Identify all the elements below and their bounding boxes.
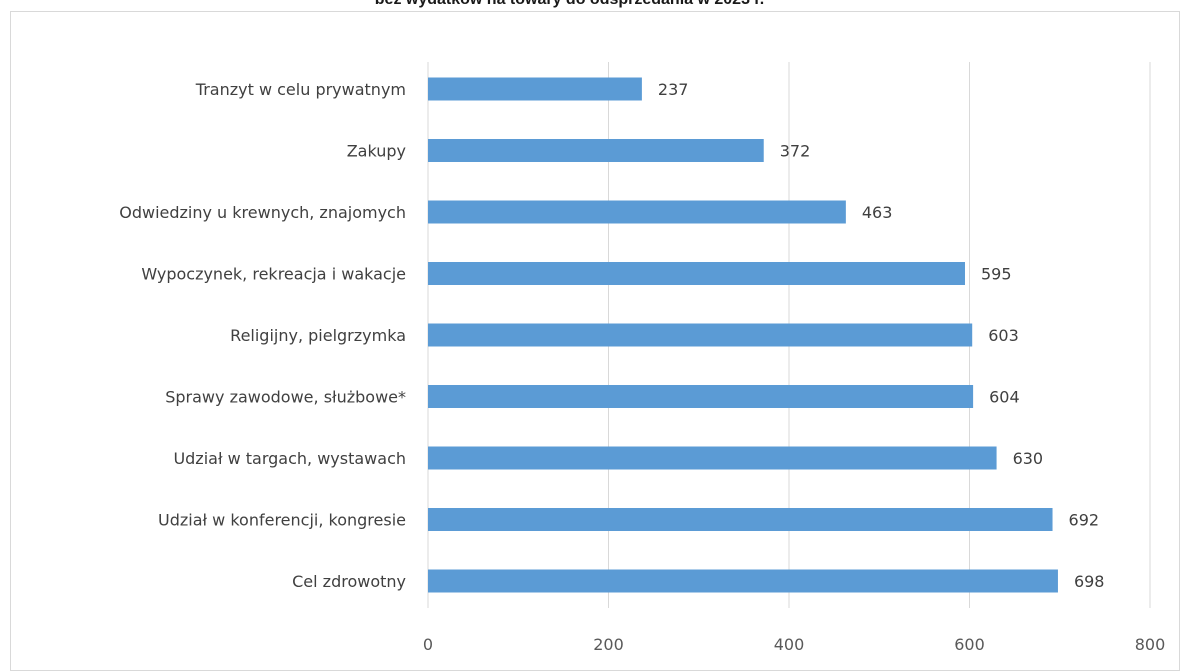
category-label: Udział w targach, wystawach [173, 449, 406, 468]
x-tick-label: 0 [423, 635, 433, 654]
x-axis-ticks: 0 200 400 600 800 [423, 635, 1165, 654]
x-tick-label: 600 [954, 635, 985, 654]
data-label: 692 [1069, 511, 1100, 530]
data-label: 463 [862, 203, 893, 222]
category-label: Odwiedziny u krewnych, znajomych [119, 203, 406, 222]
category-label: Tranzyt w celu prywatnym [195, 80, 406, 99]
category-label: Udział w konferencji, kongresie [158, 511, 406, 530]
category-labels: Tranzyt w celu prywatnym Zakupy Odwiedziny… [119, 80, 406, 591]
category-label: Wypoczynek, rekreacja i wakacje [141, 265, 406, 284]
x-tick-label: 400 [774, 635, 805, 654]
bar [428, 323, 973, 347]
value-labels: 237 372 463 595 603 604 630 692 698 [658, 80, 1105, 591]
category-label: Zakupy [347, 142, 406, 161]
x-tick-label: 200 [593, 635, 624, 654]
data-label: 595 [981, 265, 1012, 284]
data-label: 698 [1074, 572, 1105, 591]
bar [428, 446, 997, 470]
data-label: 372 [780, 142, 811, 161]
category-label: Religijny, pielgrzymka [230, 326, 406, 345]
bar [428, 385, 974, 408]
category-label: Cel zdrowotny [292, 572, 406, 591]
bar [428, 262, 965, 285]
x-tick-label: 800 [1135, 635, 1166, 654]
chart-title: bez wydatków na towary do odsprzedania w… [0, 0, 1139, 9]
data-label: 237 [658, 80, 689, 99]
data-label: 604 [989, 388, 1020, 407]
data-label: 630 [1013, 449, 1044, 468]
bar [428, 139, 764, 162]
data-label: 603 [988, 326, 1019, 345]
bars [428, 77, 1058, 593]
bar [428, 200, 846, 224]
bar [428, 569, 1058, 593]
bar [428, 77, 642, 101]
category-label: Sprawy zawodowe, służbowe* [165, 388, 406, 407]
bar [428, 508, 1053, 531]
